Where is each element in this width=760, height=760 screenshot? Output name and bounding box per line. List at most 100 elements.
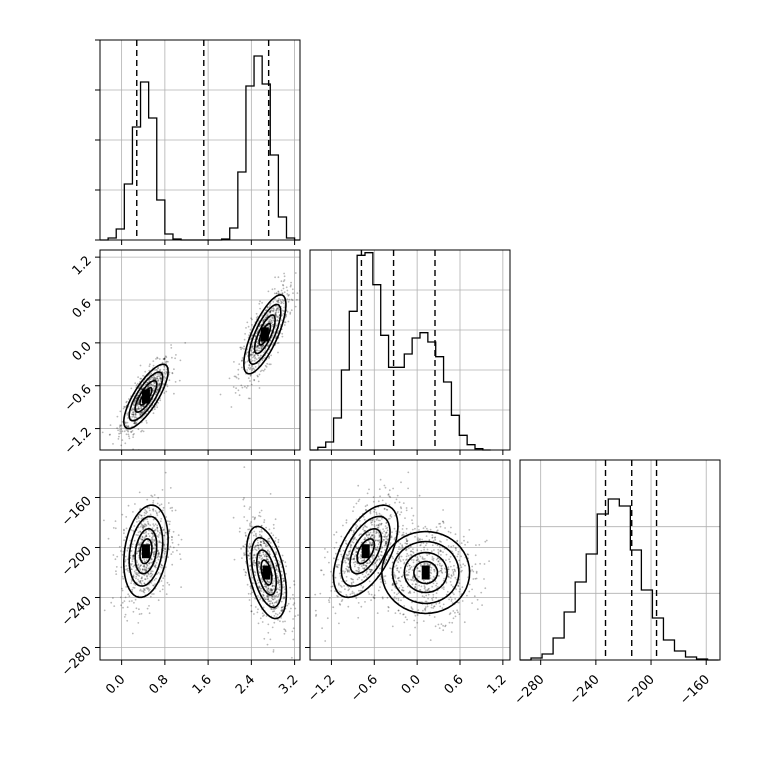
sample-point: [442, 624, 444, 627]
sample-point: [161, 556, 164, 559]
sample-point: [427, 588, 430, 591]
sample-point: [405, 537, 408, 540]
sample-point: [339, 603, 342, 606]
sample-point: [171, 356, 173, 359]
sample-point: [262, 369, 265, 372]
sample-point: [109, 424, 112, 426]
sample-point: [143, 566, 146, 568]
sample-point: [128, 437, 131, 440]
sample-point: [144, 408, 147, 411]
density-contour: [122, 363, 169, 430]
sample-point: [123, 430, 126, 433]
sample-point: [163, 358, 166, 360]
sample-point: [143, 574, 146, 577]
sample-point: [260, 535, 263, 538]
sample-point: [442, 586, 445, 589]
sample-point: [130, 409, 133, 412]
param-0-vs-param-2-panel: 0.0 0.8 1.6 2.4 3.2−160−200−240−280: [59, 459, 301, 697]
sample-point: [460, 570, 462, 573]
sample-point: [240, 547, 243, 550]
sample-point: [143, 588, 146, 591]
sample-point: [281, 609, 283, 611]
sample-point: [385, 502, 387, 505]
sample-point: [139, 530, 142, 533]
sample-point: [430, 566, 433, 569]
sample-point: [260, 509, 263, 512]
sample-point: [151, 541, 154, 543]
sample-point: [430, 569, 432, 571]
sample-point: [271, 316, 274, 319]
sample-point: [447, 530, 450, 533]
sample-point: [153, 565, 156, 568]
sample-point: [336, 595, 338, 597]
sample-point: [123, 616, 126, 618]
sample-point: [411, 601, 413, 604]
sample-point: [174, 357, 177, 360]
sample-point: [402, 613, 404, 616]
sample-point: [151, 541, 154, 544]
sample-point: [261, 359, 264, 362]
sample-point: [270, 588, 272, 591]
sample-point: [344, 570, 346, 573]
sample-point: [144, 509, 147, 511]
sample-point: [258, 598, 261, 601]
sample-point: [389, 542, 392, 544]
sample-point: [244, 553, 247, 556]
sample-point: [136, 550, 139, 553]
sample-point: [110, 601, 113, 604]
sample-point: [233, 558, 236, 561]
sample-point: [294, 272, 297, 274]
sample-point: [153, 381, 156, 384]
sample-point: [381, 532, 384, 535]
sample-point: [249, 522, 252, 525]
sample-point: [277, 595, 280, 598]
sample-point: [148, 509, 151, 512]
sample-point: [463, 621, 466, 624]
sample-point: [254, 597, 257, 600]
sample-point: [339, 584, 342, 587]
sample-point: [358, 570, 361, 572]
sample-point: [274, 313, 277, 316]
sample-point: [314, 593, 317, 596]
sample-point: [277, 588, 280, 591]
sample-point: [428, 614, 431, 617]
sample-point: [363, 576, 365, 578]
sample-point: [112, 527, 115, 529]
sample-point: [341, 599, 344, 601]
sample-point: [127, 504, 130, 507]
sample-point: [385, 508, 388, 511]
sample-point: [135, 577, 137, 580]
density-peak: [141, 544, 150, 559]
sample-point: [372, 539, 375, 542]
sample-point: [410, 566, 413, 568]
sample-point: [423, 562, 426, 565]
sample-point: [351, 540, 353, 543]
sample-point: [357, 500, 360, 502]
sample-point: [324, 548, 326, 550]
sample-point: [411, 569, 414, 571]
sample-point: [245, 535, 247, 537]
sample-point: [137, 403, 140, 406]
sample-point: [259, 324, 262, 327]
sample-point: [285, 313, 288, 316]
sample-point: [276, 315, 278, 318]
sample-point: [259, 307, 261, 310]
sample-point: [142, 526, 144, 528]
sample-point: [406, 565, 409, 568]
sample-point: [441, 564, 443, 567]
sample-point: [368, 562, 370, 565]
sample-point: [280, 606, 283, 609]
sample-point: [452, 574, 455, 576]
sample-point: [240, 346, 243, 349]
sample-point: [137, 516, 140, 519]
sample-point: [157, 379, 160, 382]
sample-point: [353, 592, 355, 594]
sample-point: [393, 592, 396, 594]
sample-point: [272, 649, 275, 651]
sample-point: [349, 550, 351, 553]
sample-point: [354, 523, 357, 526]
sample-point: [409, 634, 412, 636]
sample-point: [269, 311, 272, 313]
sample-point: [354, 561, 356, 563]
sample-point: [411, 579, 413, 581]
